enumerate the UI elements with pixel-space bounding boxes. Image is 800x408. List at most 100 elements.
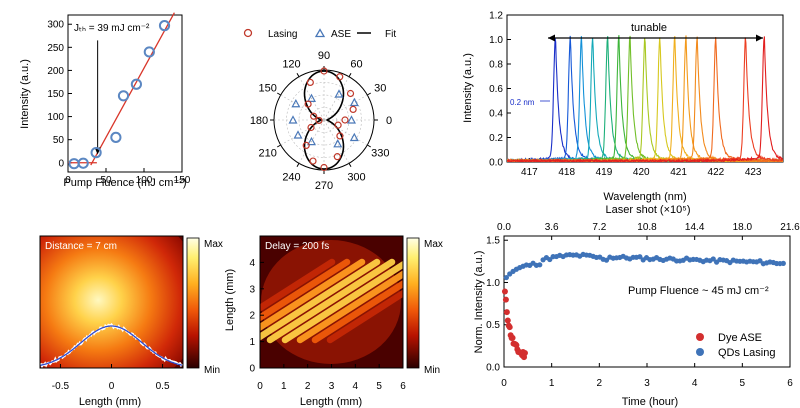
lasing-point: [336, 132, 344, 140]
polar-tick: [367, 144, 372, 148]
ase-point: [349, 132, 359, 142]
angle-label: 90: [318, 50, 330, 62]
polar-spoke: [280, 94, 325, 121]
fringe-band: [281, 260, 403, 344]
x-tick-label: 2: [305, 381, 311, 392]
fringe-band: [266, 258, 396, 344]
x-tick-label: -0.5: [52, 381, 70, 392]
delay-label: Delay = 200 fs: [265, 241, 329, 252]
x-tick-label: 3: [329, 381, 335, 392]
x-tick-label: 0: [257, 381, 263, 392]
x-tick-label: 1: [281, 381, 287, 392]
y-tick-label: 0.5: [486, 320, 500, 331]
linewidth-label: 0.2 nm: [510, 98, 535, 107]
lasing-point: [304, 100, 312, 108]
ase-point: [333, 139, 343, 148]
axis-ticks: 0 50 100 150 0 50 100 150 200 250 300: [47, 20, 190, 186]
ase-point: [334, 89, 344, 98]
x-tick-label: 419: [596, 167, 613, 178]
polar-tick: [276, 144, 281, 148]
lasing-point: [320, 163, 328, 172]
lasing-point: [346, 89, 355, 98]
polar-grid: [270, 66, 378, 174]
fit-curve: [303, 70, 345, 170]
x-tick-label: 0: [109, 381, 115, 392]
threshold-annotation: Jₜₕ = 39 mJ cm⁻²: [74, 23, 150, 34]
interference-fringes: [260, 240, 403, 364]
beam-spot: [40, 236, 183, 368]
tunable-arrow: [548, 34, 763, 42]
top-tick-label: 0.0: [497, 222, 511, 233]
fit-curve-line: [303, 70, 345, 170]
distance-heatmap: Distance = 7 cm -0.5 0 0.5 Length (mm) Max…: [39, 235, 223, 408]
data-point: [68, 158, 80, 170]
polar-spoke: [323, 76, 350, 121]
y-axis-label: Norm. Intensity (a.u.): [473, 251, 485, 354]
y-tick-label: 1.2: [489, 11, 503, 22]
top-tick-label: 7.2: [592, 222, 606, 233]
polar-spoke: [280, 119, 325, 146]
y-tick-label: 250: [47, 43, 64, 54]
angle-label: 330: [371, 148, 389, 160]
data-point: [143, 46, 155, 58]
x-tick-label: 5: [740, 378, 746, 389]
x-axis-label: Length (mm): [300, 396, 362, 408]
x-tick-label: 3: [644, 378, 650, 389]
y-tick-label: 200: [47, 66, 64, 77]
x-tick-label: 0: [501, 378, 507, 389]
polar-tick: [367, 92, 372, 96]
dye-ase-point: [501, 288, 508, 295]
ase-point: [306, 136, 317, 146]
data-point: [158, 20, 171, 32]
x-tick-label: 418: [558, 167, 575, 178]
colorbar: [186, 237, 200, 369]
polarization-chart: Lasing ASE Fit 0 30 60 90 120 150 180 210 240 270…: [243, 28, 396, 192]
polar-spoke: [298, 76, 325, 121]
qds-lasing-point: [757, 258, 763, 264]
y-tick-label: 50: [53, 135, 65, 146]
y-axis-label: Intensity (a.u.): [19, 59, 31, 129]
fringe-band: [311, 279, 403, 344]
legend-fit-label: Fit: [385, 29, 396, 40]
qds-lasing-point: [637, 254, 643, 260]
lasing-point: [307, 123, 315, 132]
colorbar: [406, 237, 420, 369]
data-point: [90, 147, 102, 159]
x-tick-label: 150: [174, 175, 191, 186]
axis-ticks: 0 1 2 3 4 5 6 0.0 3.6 7.2 10.8 14.4 18.0 21.6 0.0 0.5 1.…: [486, 222, 800, 389]
y-tick-label: 0: [58, 158, 64, 169]
polar-spoke: [298, 119, 325, 164]
angle-label: 300: [347, 171, 365, 183]
lasing-point: [336, 73, 344, 81]
top-tick-label: 3.6: [545, 222, 559, 233]
spectrum-line: [507, 35, 783, 162]
spectrum-line: [507, 37, 783, 162]
y-tick-label: 0.8: [489, 60, 503, 71]
lasing-point: [349, 105, 357, 113]
legend-lasing-label: Lasing: [268, 29, 297, 40]
lasing-point: [334, 121, 342, 129]
angle-label: 0: [386, 115, 392, 127]
angle-label: 240: [282, 171, 300, 183]
legend: Lasing ASE Fit: [243, 28, 396, 40]
spectrum-line: [507, 36, 783, 162]
y-tick-label: 4: [249, 258, 255, 269]
angle-label: 150: [259, 83, 277, 95]
data-points: [288, 67, 359, 172]
polar-spoke: [323, 94, 368, 121]
y-tick-label: 300: [47, 20, 64, 31]
fringe-band: [260, 258, 381, 341]
legend-ase-label: ASE: [331, 29, 351, 40]
legend-ase-marker: [314, 28, 326, 38]
legend-qds-marker: [696, 348, 704, 356]
x-tick-label: 422: [708, 167, 725, 178]
y-tick-label: 150: [47, 89, 64, 100]
data-point: [110, 131, 122, 143]
y-tick-label: 0.0: [486, 363, 500, 374]
lasing-point: [309, 157, 317, 165]
y-axis-label: Intensity (a.u.): [462, 53, 474, 123]
fringe-band: [326, 289, 403, 344]
x-tick-label: 423: [745, 167, 762, 178]
angle-label: 60: [350, 59, 362, 71]
polar-tick: [296, 163, 300, 168]
